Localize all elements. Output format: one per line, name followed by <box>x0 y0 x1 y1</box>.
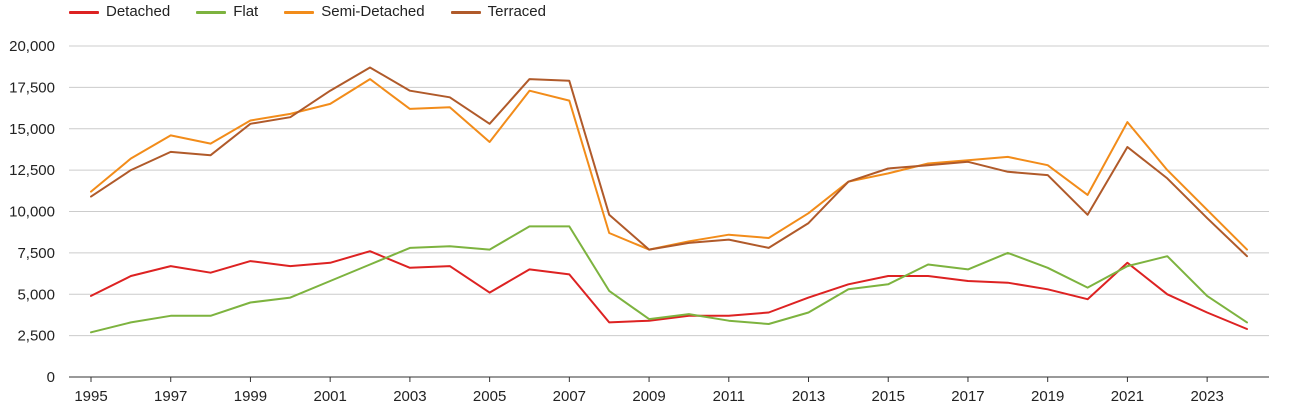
y-tick-label: 15,000 <box>9 121 55 138</box>
series-line-flat[interactable] <box>90 225 1248 334</box>
x-tick-label: 1997 <box>154 388 187 405</box>
y-tick-label: 12,500 <box>9 162 55 179</box>
y-tick-label: 2,500 <box>17 328 55 345</box>
legend-label-detached: Detached <box>106 3 171 20</box>
series-line-detached[interactable] <box>90 250 1248 330</box>
x-tick-label: 2013 <box>792 388 825 405</box>
legend-swatch-semi-detached <box>284 10 315 14</box>
y-tick-label: 10,000 <box>9 204 55 221</box>
x-tick-label: 2015 <box>872 388 905 405</box>
x-tick-label: 2021 <box>1111 388 1144 405</box>
x-tick-label: 2001 <box>313 388 346 405</box>
y-tick-label: 20,000 <box>9 38 55 55</box>
legend-item-semi-detached[interactable]: Semi-Detached <box>284 0 425 24</box>
y-tick-label: 0 <box>47 369 55 386</box>
legend-item-detached[interactable]: Detached <box>69 0 170 24</box>
x-tick-label: 2005 <box>473 388 506 405</box>
x-tick-label: 2017 <box>951 388 984 405</box>
x-tick-label: 2007 <box>553 388 586 405</box>
legend-swatch-terraced <box>450 10 481 14</box>
legend-swatch-flat <box>196 10 227 14</box>
legend-label-terraced: Terraced <box>487 3 546 20</box>
legend-item-terraced[interactable]: Terraced <box>450 0 546 24</box>
y-tick-label: 5,000 <box>17 286 55 303</box>
legend: Detached Flat Semi-Detached Terraced <box>69 0 572 24</box>
legend-item-flat[interactable]: Flat <box>196 0 258 24</box>
x-tick-label: 1999 <box>234 388 267 405</box>
x-tick-label: 1995 <box>74 388 107 405</box>
legend-label-semi-detached: Semi-Detached <box>321 3 425 20</box>
x-tick-label: 2019 <box>1031 388 1064 405</box>
x-tick-label: 2011 <box>713 388 745 405</box>
x-tick-label: 2003 <box>393 388 426 405</box>
series-line-semi-detached[interactable] <box>90 78 1248 251</box>
y-tick-label: 17,500 <box>9 79 55 96</box>
axes: 0 2,500 5,000 7,500 10,000 12,500 15,000 17,500… <box>9 38 1269 405</box>
y-tick-label: 7,500 <box>17 245 55 262</box>
x-tick-label: 2023 <box>1190 388 1223 405</box>
legend-swatch-detached <box>69 10 99 14</box>
series-line-terraced[interactable] <box>90 66 1248 258</box>
legend-label-flat: Flat <box>233 3 259 20</box>
series-lines <box>90 66 1248 334</box>
x-tick-label: 2009 <box>632 388 665 405</box>
